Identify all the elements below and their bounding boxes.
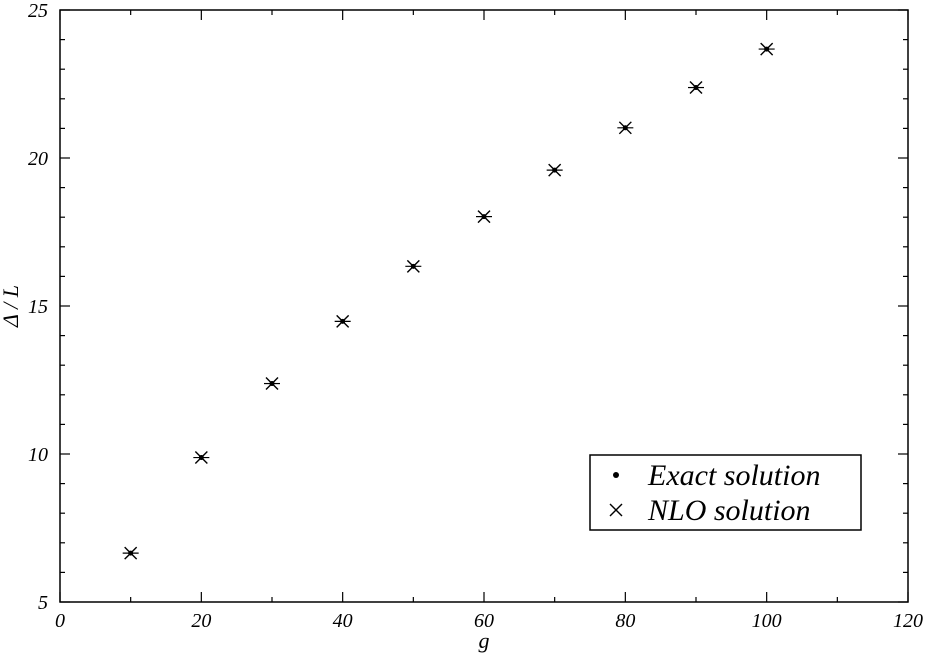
legend-label: NLO solution <box>647 494 811 527</box>
nlo-point <box>405 259 422 273</box>
nlo-point <box>264 377 280 391</box>
y-tick-label: 10 <box>28 444 48 466</box>
y-axis-label: Δ / L <box>0 285 23 328</box>
nlo-point <box>476 210 492 224</box>
nlo-point <box>617 121 634 135</box>
x-tick-label: 0 <box>55 610 65 632</box>
legend-item: Exact solution <box>613 459 820 492</box>
nlo-point <box>688 81 704 95</box>
x-tick-label: 20 <box>191 610 211 632</box>
legend-dot-icon <box>613 472 619 478</box>
x-tick-label: 40 <box>333 610 353 632</box>
nlo-point <box>758 42 775 56</box>
x-tick-label: 100 <box>752 610 782 632</box>
y-tick-label: 20 <box>28 148 48 170</box>
x-axis-label: g <box>479 628 490 653</box>
x-tick-label: 80 <box>615 610 635 632</box>
axis-ticks <box>59 9 909 603</box>
data-points <box>122 42 775 560</box>
y-tick-label: 5 <box>38 592 48 614</box>
y-tick-label: 25 <box>28 0 48 22</box>
legend-cross-icon <box>609 503 623 517</box>
nlo-point <box>122 546 139 560</box>
nlo-point <box>193 451 210 465</box>
legend-box <box>589 454 862 531</box>
tick-labels: 0 20 40 60 80 100 120 5 10 15 20 25 <box>28 0 923 632</box>
nlo-point <box>334 314 351 328</box>
x-tick-label: 120 <box>893 610 923 632</box>
y-tick-label: 15 <box>28 296 48 318</box>
nlo-point <box>546 163 563 177</box>
x-tick-label: 60 <box>474 610 494 632</box>
legend-label: Exact solution <box>647 459 820 492</box>
legend-item: NLO solution <box>609 494 811 527</box>
